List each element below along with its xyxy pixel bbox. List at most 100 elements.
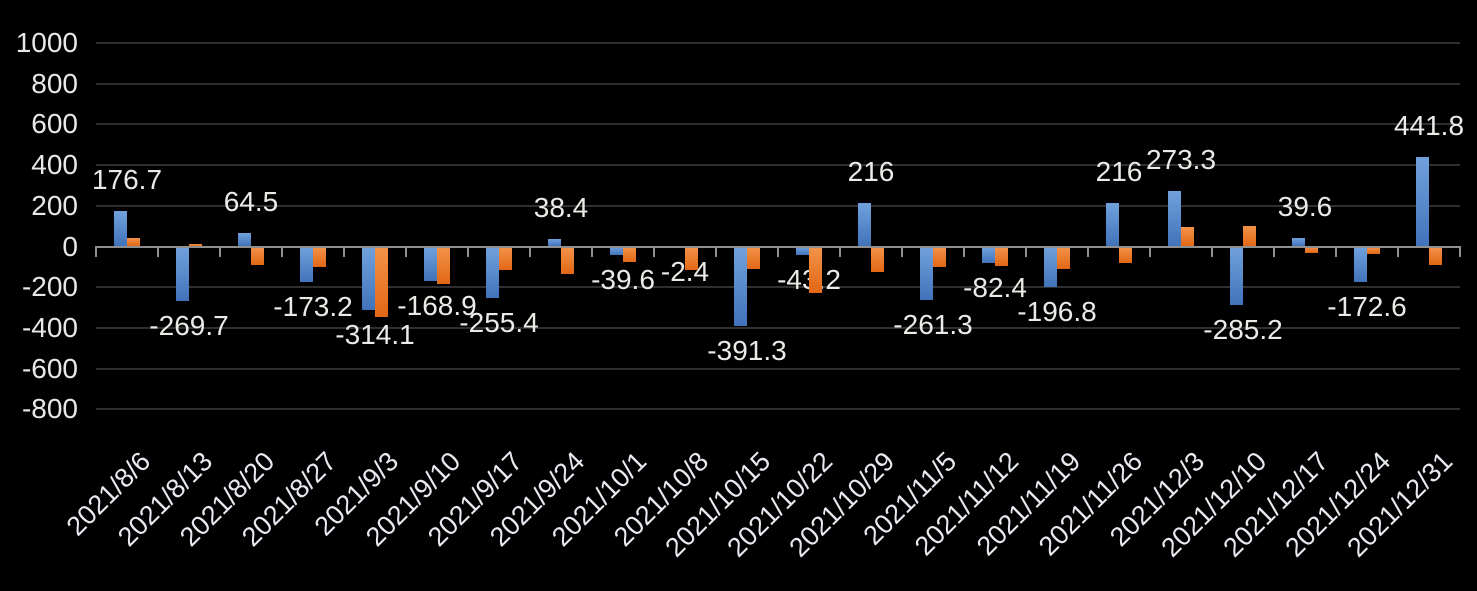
bar-blue-2021/11/19 bbox=[1044, 246, 1057, 287]
bar-blue-2021/10/29 bbox=[858, 202, 871, 247]
data-label: -255.4 bbox=[459, 307, 539, 339]
bar-blue-2021/9/24 bbox=[548, 238, 561, 247]
bar-orange-2021/10/22 bbox=[809, 246, 822, 294]
data-label: -285.2 bbox=[1203, 313, 1283, 345]
bar-orange-2021/10/8 bbox=[685, 246, 698, 270]
bar-blue-2021/12/3 bbox=[1168, 190, 1181, 247]
x-axis-tick bbox=[405, 247, 407, 257]
bar-blue-2021/11/5 bbox=[920, 246, 933, 300]
x-axis-tick bbox=[839, 247, 841, 257]
x-axis-tick bbox=[777, 247, 779, 257]
bar-orange-2021/12/31 bbox=[1429, 246, 1442, 266]
data-label: -196.8 bbox=[1017, 295, 1097, 327]
y-axis-tick-label: -400 bbox=[21, 311, 78, 343]
x-axis-tick bbox=[901, 247, 903, 257]
bar-orange-2021/9/3 bbox=[375, 246, 388, 318]
bar-orange-2021/9/10 bbox=[437, 246, 450, 285]
y-axis-tick-label: 0 bbox=[62, 230, 78, 262]
x-axis-tick bbox=[591, 247, 593, 257]
gridline bbox=[96, 286, 1460, 289]
bar-orange-2021/11/26 bbox=[1119, 246, 1132, 264]
data-label: -261.3 bbox=[893, 308, 973, 340]
bar-blue-2021/10/15 bbox=[734, 246, 747, 327]
bar-orange-2021/9/17 bbox=[499, 246, 512, 270]
bar-orange-2021/11/12 bbox=[995, 246, 1008, 267]
bar-orange-2021/10/29 bbox=[871, 246, 884, 272]
bar-blue-2021/9/3 bbox=[362, 246, 375, 311]
x-axis-tick bbox=[1025, 247, 1027, 257]
y-axis-tick-label: -600 bbox=[21, 352, 78, 384]
gridline bbox=[96, 408, 1460, 411]
bar-orange-2021/9/24 bbox=[561, 246, 574, 275]
bar-blue-2021/12/10 bbox=[1230, 246, 1243, 305]
y-axis-tick-label: -800 bbox=[21, 393, 78, 425]
data-label: -39.6 bbox=[591, 263, 655, 295]
bar-blue-2021/10/22 bbox=[796, 246, 809, 256]
data-label: 216 bbox=[847, 155, 895, 187]
data-label: -82.4 bbox=[963, 272, 1027, 304]
bar-blue-2021/8/6 bbox=[114, 210, 127, 247]
y-axis-tick-label: 800 bbox=[31, 67, 78, 99]
data-label: 441.8 bbox=[1393, 109, 1465, 141]
bar-orange-2021/11/19 bbox=[1057, 246, 1070, 270]
x-axis-tick bbox=[1459, 247, 1461, 257]
bar-orange-2021/8/6 bbox=[127, 237, 140, 247]
x-axis-tick bbox=[963, 247, 965, 257]
bar-orange-2021/8/20 bbox=[251, 246, 264, 266]
data-label: 38.4 bbox=[533, 191, 589, 223]
bar-orange-2021/12/10 bbox=[1243, 225, 1256, 247]
data-label: -314.1 bbox=[335, 319, 415, 351]
gridline bbox=[96, 204, 1460, 207]
data-label: 64.5 bbox=[223, 186, 279, 218]
bar-orange-2021/12/17 bbox=[1305, 246, 1318, 254]
x-axis-tick bbox=[1273, 247, 1275, 257]
x-axis-tick bbox=[1335, 247, 1337, 257]
y-axis-tick-label: 400 bbox=[31, 149, 78, 181]
data-label: -269.7 bbox=[149, 310, 229, 342]
bar-blue-2021/12/17 bbox=[1292, 238, 1305, 247]
bar-blue-2021/10/1 bbox=[610, 246, 623, 255]
x-axis-line bbox=[95, 245, 1461, 248]
bar-orange-2021/8/27 bbox=[313, 246, 326, 267]
bar-blue-2021/8/20 bbox=[238, 233, 251, 247]
data-label: -173.2 bbox=[273, 290, 353, 322]
y-axis-tick-label: 1000 bbox=[15, 27, 78, 58]
gridline bbox=[96, 82, 1460, 85]
bar-blue-2021/9/10 bbox=[424, 246, 437, 281]
x-axis-tick bbox=[219, 247, 221, 257]
bar-blue-2021/9/17 bbox=[486, 246, 499, 299]
gridline bbox=[96, 326, 1460, 329]
x-axis-tick bbox=[653, 247, 655, 257]
bar-blue-2021/12/31 bbox=[1416, 156, 1429, 247]
x-axis-tick bbox=[529, 247, 531, 257]
bar-blue-2021/8/13 bbox=[176, 246, 189, 302]
x-axis-tick bbox=[467, 247, 469, 257]
bar-blue-2021/11/26 bbox=[1106, 202, 1119, 247]
bar-orange-2021/12/24 bbox=[1367, 246, 1380, 255]
x-axis-tick bbox=[1087, 247, 1089, 257]
data-label: 176.7 bbox=[91, 163, 163, 195]
gridline bbox=[96, 164, 1460, 167]
bar-blue-2021/8/27 bbox=[300, 246, 313, 282]
data-label: 273.3 bbox=[1145, 143, 1217, 175]
bar-blue-2021/12/24 bbox=[1354, 246, 1367, 282]
bar-orange-2021/10/15 bbox=[747, 246, 760, 270]
x-axis-tick bbox=[715, 247, 717, 257]
bar-orange-2021/11/5 bbox=[933, 246, 946, 267]
data-label: 216 bbox=[1095, 155, 1143, 187]
gridline bbox=[96, 123, 1460, 126]
x-axis-tick bbox=[1397, 247, 1399, 257]
y-axis-tick-label: 600 bbox=[31, 108, 78, 140]
gridline bbox=[96, 367, 1460, 370]
x-axis-tick bbox=[1149, 247, 1151, 257]
bar-blue-2021/11/12 bbox=[982, 246, 995, 264]
bar-orange-2021/10/1 bbox=[623, 246, 636, 263]
y-axis-tick-label: -200 bbox=[21, 271, 78, 303]
x-axis-tick bbox=[343, 247, 345, 257]
x-axis-tick bbox=[95, 247, 97, 257]
data-label: -391.3 bbox=[707, 335, 787, 367]
data-label: -172.6 bbox=[1327, 290, 1407, 322]
bar-orange-2021/8/13 bbox=[189, 244, 202, 247]
x-axis-tick bbox=[281, 247, 283, 257]
